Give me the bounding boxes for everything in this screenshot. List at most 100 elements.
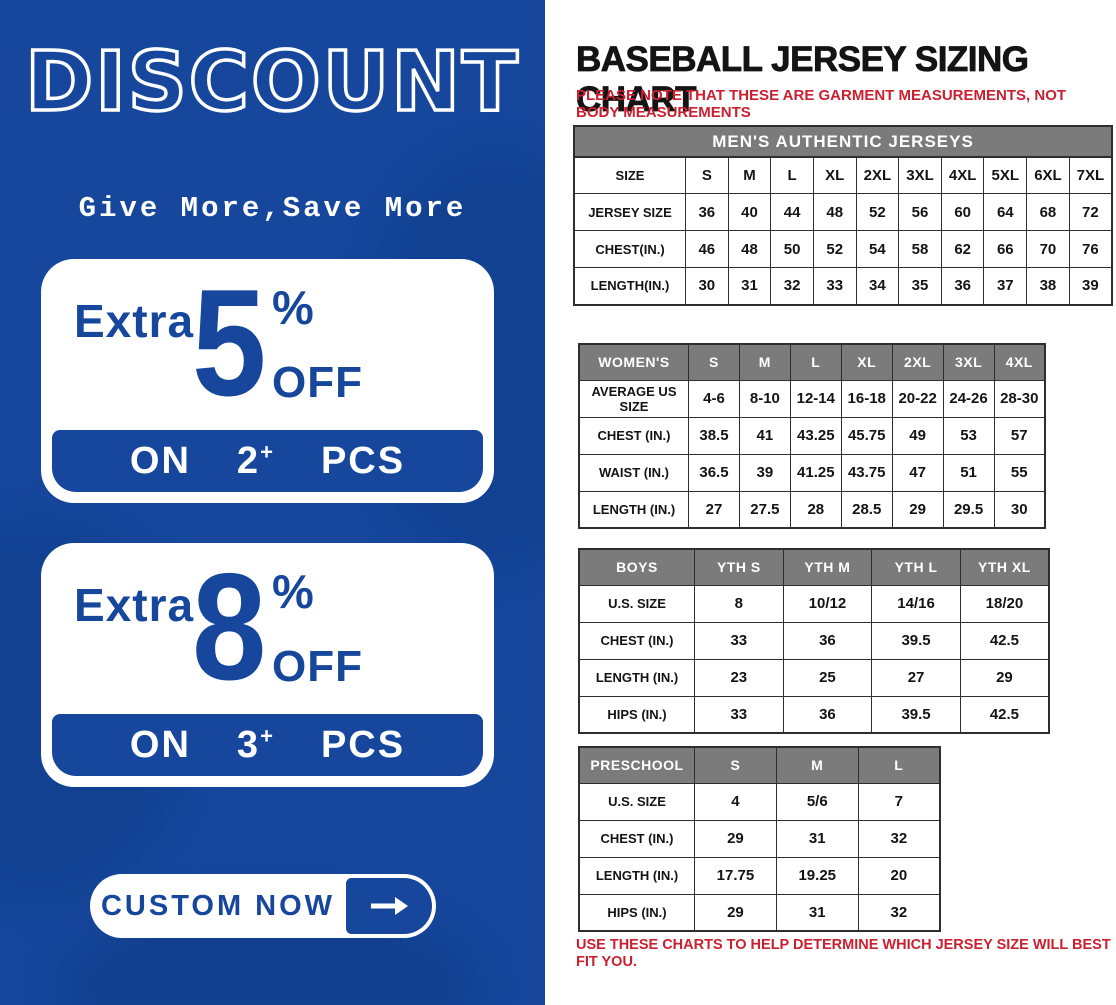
row-label: CHEST (IN.) bbox=[578, 416, 689, 455]
row-label: LENGTH (IN.) bbox=[578, 658, 695, 697]
value-cell: 31 bbox=[727, 267, 772, 305]
percent-sign: % bbox=[272, 565, 314, 618]
value-cell: 35 bbox=[898, 267, 942, 305]
value-cell: 43.25 bbox=[789, 416, 842, 455]
mens-table-banner: MEN'S AUTHENTIC JERSEYS bbox=[573, 125, 1113, 158]
value-cell: 27.5 bbox=[738, 490, 791, 529]
value-cell: 25 bbox=[782, 658, 873, 697]
value-cell: 53 bbox=[942, 416, 995, 455]
value-cell: 2XL bbox=[855, 156, 900, 194]
offer-on-label: ON bbox=[129, 723, 191, 766]
value-cell: 31 bbox=[775, 819, 859, 858]
header-size-cell: M bbox=[775, 746, 859, 784]
table-row: LENGTH (IN.) 23 25 27 29 bbox=[578, 658, 1050, 697]
page-title: BASEBALL JERSEY SIZING CHART bbox=[576, 40, 1030, 120]
value-cell: 10/12 bbox=[782, 584, 873, 623]
table-row: WAIST (IN.) 36.5 39 41.25 43.75 47 51 55 bbox=[578, 453, 1046, 492]
custom-now-button[interactable]: CUSTOM NOW bbox=[90, 874, 436, 938]
value-cell: 33 bbox=[694, 695, 784, 734]
row-label: HIPS (IN.) bbox=[578, 893, 695, 932]
header-size-cell: 3XL bbox=[942, 343, 995, 381]
value-cell: 4 bbox=[694, 782, 777, 821]
value-cell: 5XL bbox=[983, 156, 1028, 194]
table-row: U.S. SIZE 8 10/12 14/16 18/20 bbox=[578, 584, 1050, 623]
table-header-row: WOMEN'S S M L XL 2XL 3XL 4XL bbox=[578, 343, 1046, 381]
value-cell: 64 bbox=[983, 193, 1028, 231]
value-cell: 32 bbox=[857, 893, 941, 932]
value-cell: 33 bbox=[694, 621, 784, 660]
value-cell: 3XL bbox=[898, 156, 942, 194]
row-label: SIZE bbox=[573, 156, 686, 194]
value-cell: 42.5 bbox=[959, 621, 1050, 660]
value-cell: 56 bbox=[898, 193, 942, 231]
row-label: JERSEY SIZE bbox=[573, 193, 686, 231]
table-header-row: BOYS YTH S YTH M YTH L YTH XL bbox=[578, 548, 1050, 586]
offer-condition-strip: ON 3+ PCS bbox=[52, 714, 483, 776]
value-cell: 18/20 bbox=[959, 584, 1050, 623]
value-cell: 70 bbox=[1026, 230, 1070, 268]
value-cell: 48 bbox=[727, 230, 772, 268]
value-cell: 46 bbox=[685, 230, 729, 268]
offer-extra-label: Extra bbox=[74, 295, 195, 347]
value-cell: 28-30 bbox=[993, 379, 1046, 418]
value-cell: 7XL bbox=[1068, 156, 1113, 194]
row-label: LENGTH (IN.) bbox=[578, 856, 695, 895]
offer-off-label: OFF bbox=[272, 358, 363, 407]
row-label: CHEST(IN.) bbox=[573, 230, 686, 268]
offer-on-label: ON bbox=[129, 439, 191, 482]
value-cell: 39 bbox=[738, 453, 791, 492]
value-cell: L bbox=[770, 156, 814, 194]
preschool-table-section: PRESCHOOL S M L U.S. SIZE 4 5/6 7 CHEST (IN.) 29 3… bbox=[578, 746, 941, 932]
table-row: LENGTH (IN.) 27 27.5 28 28.5 29 29.5 30 bbox=[578, 490, 1046, 529]
value-cell: 14/16 bbox=[871, 584, 961, 623]
header-size-cell: YTH M bbox=[782, 548, 873, 586]
offer-extra-label: Extra bbox=[74, 579, 195, 631]
value-cell: 43.75 bbox=[840, 453, 893, 492]
value-cell: 8-10 bbox=[738, 379, 791, 418]
value-cell: 54 bbox=[855, 230, 900, 268]
value-cell: 29 bbox=[959, 658, 1050, 697]
value-cell: 32 bbox=[857, 819, 941, 858]
offer-amount: 8 bbox=[192, 542, 267, 712]
row-label: LENGTH (IN.) bbox=[578, 490, 689, 529]
value-cell: 44 bbox=[770, 193, 814, 231]
value-cell: 57 bbox=[993, 416, 1046, 455]
header-size-cell: YTH L bbox=[871, 548, 961, 586]
row-label: U.S. SIZE bbox=[578, 782, 695, 821]
table-row: LENGTH(IN.) 30 31 32 33 34 35 36 37 38 39 bbox=[573, 267, 1113, 305]
value-cell: 4-6 bbox=[688, 379, 740, 418]
header-size-cell: XL bbox=[840, 343, 893, 381]
offer-amount: 5 bbox=[192, 258, 267, 428]
value-cell: 49 bbox=[891, 416, 944, 455]
row-label: WAIST (IN.) bbox=[578, 453, 689, 492]
header-size-cell: L bbox=[857, 746, 941, 784]
discount-panel: DISCOUNT Give More,Save More Extra 5 % O… bbox=[0, 0, 545, 1005]
mens-table-section: MEN'S AUTHENTIC JERSEYS SIZE S M L XL 2XL 3XL 4… bbox=[573, 125, 1113, 306]
value-cell: 36 bbox=[685, 193, 729, 231]
table-row: HIPS (IN.) 33 36 39.5 42.5 bbox=[578, 695, 1050, 734]
value-cell: 37 bbox=[983, 267, 1028, 305]
plus-sign: + bbox=[260, 722, 275, 748]
value-cell: 38.5 bbox=[688, 416, 740, 455]
value-cell: 66 bbox=[983, 230, 1028, 268]
value-cell: 29 bbox=[694, 893, 777, 932]
offer-quantity: 2+ bbox=[236, 438, 275, 482]
header-size-cell: 2XL bbox=[891, 343, 944, 381]
offer-card-8-percent: Extra 8 % OFF ON 3+ PCS bbox=[44, 542, 491, 784]
fit-advice-note: USE THESE CHARTS TO HELP DETERMINE WHICH… bbox=[576, 937, 1111, 970]
custom-now-label: CUSTOM NOW bbox=[100, 889, 336, 922]
sizing-table-preschool: PRESCHOOL S M L U.S. SIZE 4 5/6 7 CHEST (IN.) 29 3… bbox=[578, 746, 941, 932]
header-size-cell: S bbox=[688, 343, 740, 381]
table-row: LENGTH (IN.) 17.75 19.25 20 bbox=[578, 856, 941, 895]
value-cell: 29.5 bbox=[942, 490, 995, 529]
header-size-cell: M bbox=[738, 343, 791, 381]
value-cell: 29 bbox=[694, 819, 777, 858]
value-cell: 41 bbox=[738, 416, 791, 455]
table-row: HIPS (IN.) 29 31 32 bbox=[578, 893, 941, 932]
value-cell: 4XL bbox=[940, 156, 985, 194]
discount-heading: DISCOUNT bbox=[23, 35, 520, 130]
row-label: LENGTH(IN.) bbox=[573, 267, 686, 305]
value-cell: 33 bbox=[812, 267, 857, 305]
value-cell: 19.25 bbox=[775, 856, 859, 895]
offer-card-5-percent: Extra 5 % OFF ON 2+ PCS bbox=[44, 258, 491, 500]
